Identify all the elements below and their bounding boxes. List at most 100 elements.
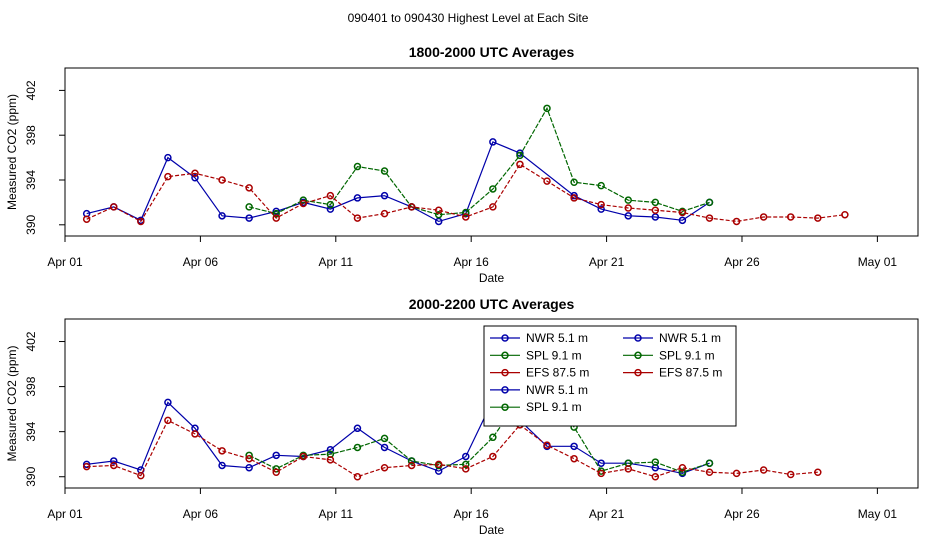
data-point-spl: [489, 433, 497, 442]
x-tick-label: Apr 16: [454, 255, 490, 269]
data-point-efs: [678, 208, 687, 217]
series-line-spl: [248, 106, 710, 216]
data-point-efs: [164, 172, 172, 181]
panel-2: [59, 318, 919, 494]
data-point-spl: [380, 434, 389, 443]
series-line-efs: [86, 419, 818, 478]
y-axis-label: Measured CO2 (ppm): [5, 94, 19, 210]
data-point-spl: [462, 208, 470, 217]
data-point-spl: [353, 443, 362, 452]
data-point-nwr: [218, 461, 226, 470]
data-point-nwr: [624, 212, 633, 220]
data-point-nwr: [380, 443, 389, 452]
data-point-spl: [326, 200, 335, 209]
data-point-efs: [326, 191, 335, 200]
legend-entry-label: NWR 5.1 m: [526, 383, 588, 397]
data-point-nwr: [678, 216, 687, 225]
data-point-nwr: [245, 214, 253, 222]
data-point-spl: [678, 468, 687, 476]
data-point-efs: [272, 214, 280, 222]
data-point-efs: [434, 460, 443, 469]
data-point-nwr: [489, 138, 497, 146]
data-point-efs: [164, 416, 172, 425]
data-point-nwr: [191, 174, 199, 182]
data-point-efs: [489, 203, 497, 211]
plot-frame: [64, 67, 919, 237]
data-point-nwr: [164, 153, 172, 162]
data-point-spl: [462, 460, 470, 469]
x-tick-label: Apr 26: [724, 507, 760, 521]
data-point-spl: [597, 181, 605, 190]
figure-suptitle: 090401 to 090430 Highest Level at Each S…: [348, 11, 589, 25]
data-point-efs: [82, 462, 91, 471]
data-point-efs: [732, 469, 741, 478]
legend-entry-label: SPL 9.1 m: [526, 400, 582, 414]
data-point-efs: [786, 470, 795, 479]
series-line-nwr: [86, 141, 710, 223]
data-point-spl: [353, 162, 362, 171]
series-line-efs: [86, 163, 845, 223]
data-point-efs: [814, 468, 822, 476]
x-tick-label: May 01: [858, 255, 898, 269]
data-point-efs: [218, 176, 226, 184]
data-point-efs: [624, 465, 633, 473]
legend-entry-label: SPL 9.1 m: [659, 348, 715, 362]
data-point-spl: [272, 209, 280, 218]
data-point-spl: [245, 203, 253, 211]
data-point-spl: [651, 198, 660, 207]
data-point-efs: [462, 465, 470, 473]
data-point-spl: [624, 196, 633, 204]
data-point-efs: [299, 199, 308, 208]
data-point-nwr: [245, 463, 253, 472]
data-point-efs: [299, 452, 308, 461]
data-point-nwr: [272, 451, 280, 460]
data-point-nwr: [380, 191, 389, 200]
data-point-efs: [705, 468, 714, 476]
data-point-nwr: [82, 460, 91, 469]
data-point-spl: [380, 167, 389, 175]
legend-swatch-marker: [501, 368, 509, 377]
data-point-efs: [543, 177, 551, 185]
data-point-spl: [434, 210, 443, 219]
y-axis-label: Measured CO2 (ppm): [5, 345, 19, 461]
data-point-efs: [191, 430, 199, 438]
x-tick-label: Apr 01: [47, 255, 83, 269]
legend-swatch-marker: [501, 334, 509, 342]
data-point-nwr: [218, 212, 226, 220]
legend-swatch-marker: [634, 368, 642, 377]
data-point-efs: [489, 452, 497, 461]
data-point-efs: [434, 206, 443, 214]
series-line-nwr: [86, 399, 710, 475]
x-tick-label: Apr 16: [454, 507, 490, 521]
data-point-efs: [137, 471, 145, 480]
data-point-efs: [191, 169, 199, 178]
data-point-nwr: [570, 442, 578, 451]
y-tick-label: 398: [24, 125, 38, 145]
data-point-efs: [272, 468, 280, 476]
data-point-efs: [109, 461, 118, 470]
legend-entry-label: NWR 5.1 m: [659, 331, 721, 345]
legend-swatch-marker: [501, 351, 509, 360]
y-tick-label: 402: [24, 331, 38, 351]
data-point-spl: [489, 185, 497, 193]
data-point-nwr: [353, 424, 362, 433]
data-point-efs: [407, 203, 416, 211]
data-point-efs: [841, 210, 849, 219]
legend-entry-label: SPL 9.1 m: [526, 348, 582, 362]
data-point-efs: [759, 213, 768, 221]
data-point-efs: [326, 456, 335, 464]
legend-swatch-marker: [634, 351, 642, 360]
legend-entry-label: NWR 5.1 m: [526, 331, 588, 345]
data-point-spl: [570, 178, 578, 186]
data-point-efs: [353, 472, 362, 481]
data-point-nwr: [326, 445, 335, 454]
data-point-efs: [245, 454, 253, 463]
data-point-efs: [597, 469, 605, 478]
data-point-efs: [651, 472, 660, 481]
x-tick-label: Apr 06: [183, 255, 219, 269]
legend-swatch-marker: [501, 403, 509, 411]
y-tick-label: 402: [24, 80, 38, 100]
x-tick-label: Apr 06: [183, 507, 219, 521]
data-point-efs: [380, 463, 389, 472]
